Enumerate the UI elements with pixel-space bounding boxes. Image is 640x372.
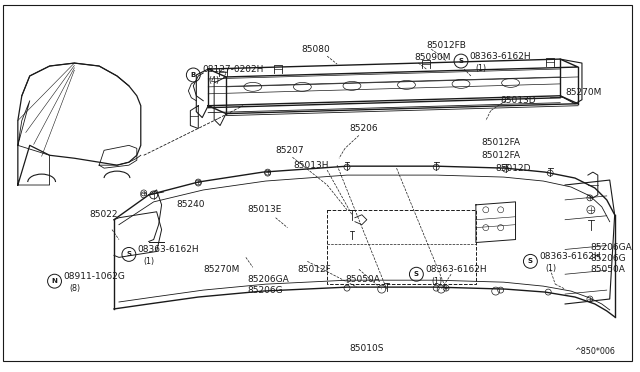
Text: 85012D: 85012D xyxy=(496,164,531,173)
Text: 85050A: 85050A xyxy=(345,275,380,284)
Text: 85050A: 85050A xyxy=(590,265,625,274)
Text: 85012FA: 85012FA xyxy=(482,151,521,160)
Text: B: B xyxy=(191,72,196,78)
Text: 85270M: 85270M xyxy=(204,265,239,274)
Text: 85240: 85240 xyxy=(177,201,205,209)
Text: 08363-6162H: 08363-6162H xyxy=(469,52,531,61)
Text: N: N xyxy=(52,278,58,284)
Text: S: S xyxy=(458,58,463,64)
Text: (1): (1) xyxy=(475,64,486,73)
Text: 85022: 85022 xyxy=(89,210,118,219)
Text: 08911-1062G: 08911-1062G xyxy=(63,272,125,281)
Text: 85206GA: 85206GA xyxy=(590,243,632,252)
Text: 85012FB: 85012FB xyxy=(426,41,466,50)
Text: 85012F: 85012F xyxy=(298,265,331,274)
Text: 85013H: 85013H xyxy=(294,161,329,170)
Text: 85012FA: 85012FA xyxy=(482,138,521,147)
Text: 08363-6162H: 08363-6162H xyxy=(138,245,200,254)
Text: S: S xyxy=(126,251,131,257)
Text: S: S xyxy=(528,258,533,264)
Text: 85270M: 85270M xyxy=(565,88,602,97)
Text: (4): (4) xyxy=(208,76,220,86)
Text: 85206G: 85206G xyxy=(248,286,284,295)
Text: 85010S: 85010S xyxy=(349,344,384,353)
Text: (1): (1) xyxy=(144,257,155,266)
Text: 85080: 85080 xyxy=(301,45,330,54)
Text: (1): (1) xyxy=(545,264,556,273)
Text: 85207: 85207 xyxy=(276,146,304,155)
Text: 85090M: 85090M xyxy=(415,52,451,62)
Text: S: S xyxy=(414,271,419,277)
Text: 08363-6162H: 08363-6162H xyxy=(426,265,487,274)
Text: 08127-0202H: 08127-0202H xyxy=(202,64,264,74)
Text: 85206GA: 85206GA xyxy=(248,275,290,284)
Text: 85013E: 85013E xyxy=(248,205,282,214)
Text: ^850*006: ^850*006 xyxy=(575,347,615,356)
Text: 85013D: 85013D xyxy=(500,96,536,105)
Text: 85206G: 85206G xyxy=(590,254,625,263)
Text: (8): (8) xyxy=(69,283,81,293)
Text: 85206: 85206 xyxy=(349,124,378,133)
Text: (1): (1) xyxy=(431,277,442,286)
Text: 08363-6162H: 08363-6162H xyxy=(540,252,601,261)
